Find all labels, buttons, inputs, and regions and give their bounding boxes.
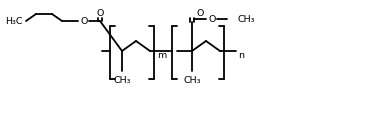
Text: CH₃: CH₃ <box>113 76 131 85</box>
Text: O: O <box>196 8 204 17</box>
Text: H₃C: H₃C <box>5 17 22 26</box>
Text: n: n <box>238 51 244 60</box>
Text: m: m <box>157 51 167 60</box>
Text: CH₃: CH₃ <box>183 76 201 85</box>
Text: O: O <box>80 17 88 26</box>
Text: O: O <box>208 15 216 24</box>
Text: CH₃: CH₃ <box>237 15 254 24</box>
Text: O: O <box>96 8 104 17</box>
